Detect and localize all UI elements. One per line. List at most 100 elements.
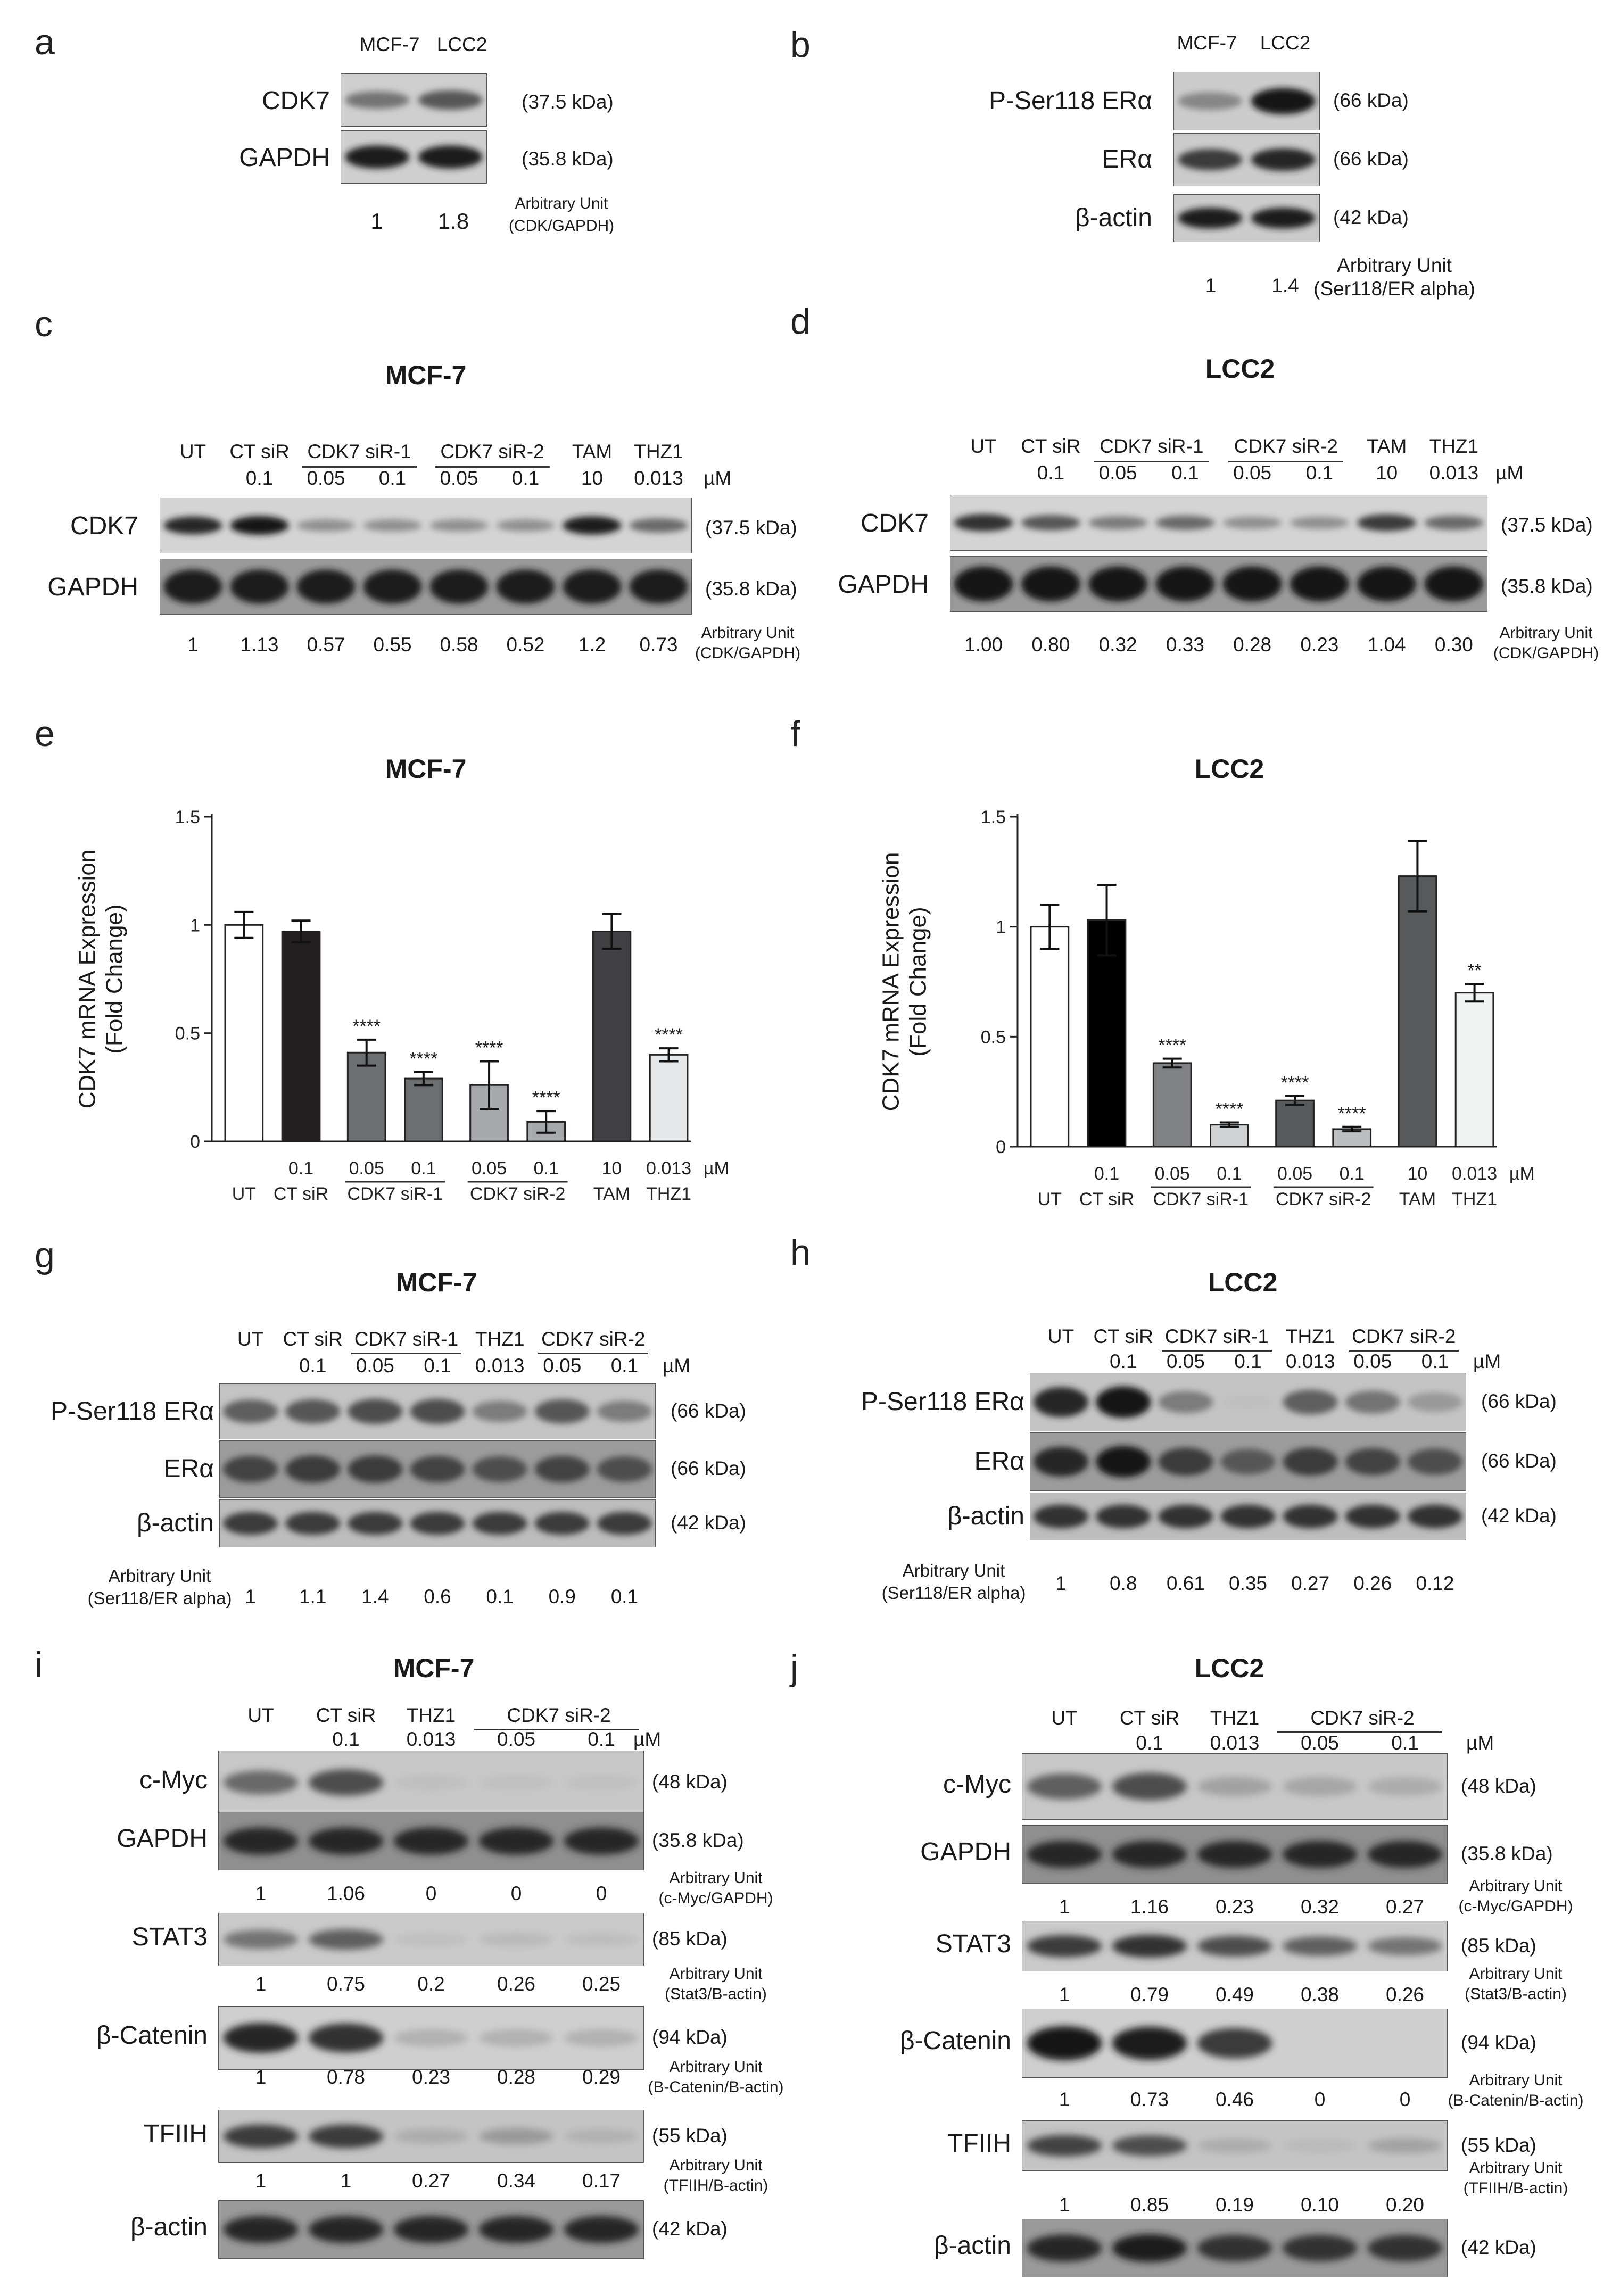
pj-val-4-0: 1 [1059, 2194, 1070, 2216]
pc-head-3: CDK7 siR-2 [440, 441, 544, 462]
pg-label-0: P-Ser118 ERα [51, 1397, 214, 1425]
pe-group-3: CDK7 siR-2 [470, 1184, 565, 1204]
pc-blot-0-band-6 [496, 519, 555, 532]
pc-head-2: CDK7 siR-1 [307, 441, 411, 462]
ph-conc-1: 0.05 [1166, 1350, 1205, 1372]
pg-blot-2-band-1 [223, 1512, 278, 1535]
pa-blot-1-band-2 [418, 145, 483, 169]
pj-conc-3: 0.1 [1391, 1732, 1419, 1754]
pi-kda-2: (85 kDa) [652, 1928, 728, 1950]
pg-blot-2-band-5 [472, 1512, 527, 1535]
pf-bar-5 [1332, 1128, 1372, 1148]
pg-head-2: CDK7 siR-1 [354, 1328, 459, 1350]
pd-um: µM [1495, 462, 1524, 484]
pi-blot-2 [218, 1913, 644, 1966]
ph-au-0: Arbitrary Unit [902, 1561, 1005, 1580]
pe-conc-5: 10 [602, 1158, 622, 1179]
pe-group-4: TAM [593, 1184, 630, 1204]
pi-label-1: GAPDH [117, 1825, 208, 1853]
pd-head-2: CDK7 siR-1 [1100, 435, 1204, 457]
pd-head-5: THZ1 [1429, 435, 1479, 457]
pf-conc-5: 10 [1408, 1164, 1428, 1184]
pf-bar-7 [1454, 992, 1494, 1148]
ph-blot-1-band-4 [1220, 1448, 1276, 1475]
pj-conc-1: 0.013 [1210, 1732, 1260, 1754]
pf-group-5: THZ1 [1452, 1189, 1497, 1209]
pi-kda-1: (35.8 kDa) [652, 1829, 744, 1851]
pj-val-0-2: 0.23 [1215, 1896, 1254, 1918]
ph-val-0: 1 [1055, 1572, 1067, 1594]
pi-label-2: STAT3 [131, 1923, 208, 1951]
pa-blot-0-band-2 [418, 90, 483, 110]
pf-ytick-label-0: 0 [996, 1137, 1006, 1157]
pi-rule [474, 1729, 639, 1730]
panel-letter-g: g [35, 1235, 55, 1275]
pa-label-0: CDK7 [261, 87, 330, 115]
pc-rule-2 [435, 466, 550, 468]
pf-um: µM [1509, 1164, 1535, 1184]
pe-stars-2: **** [352, 1016, 381, 1037]
pe-bar-6 [592, 931, 632, 1142]
pd-blot-0-band-4 [1155, 516, 1215, 530]
pi-blot-3-band-3 [393, 2029, 469, 2047]
pj-blot-2-band-2 [1112, 1934, 1187, 1958]
pi-blot-1-band-3 [393, 1827, 469, 1855]
pi-au-3-0: Arbitrary Unit [669, 2058, 763, 2076]
pd-val-0: 1.00 [964, 634, 1003, 656]
pg-conc-4: 0.05 [543, 1355, 582, 1377]
pc-conc-0: 0.1 [245, 467, 274, 489]
pd-blot-1-band-7 [1357, 566, 1417, 602]
pc-label-1: GAPDH [47, 573, 138, 601]
pc-blot-0-band-8 [629, 518, 688, 533]
pj-val-3-0: 1 [1059, 2088, 1070, 2110]
pj-val-2-1: 0.79 [1130, 1984, 1169, 2005]
pe-chart: 0 0.5 1 1.5 **** **** **** **** **** 0.1 0.05 0.1 0.… [175, 807, 729, 1204]
pg-blot-2-band-3 [348, 1512, 403, 1535]
pj-au-2-0: Arbitrary Unit [1469, 1965, 1563, 1983]
pd-blot-0-band-6 [1290, 517, 1349, 529]
pj-val-3-2: 0.46 [1215, 2088, 1254, 2110]
pg-blot-0-band-2 [285, 1399, 341, 1424]
pd-blot-1-band-4 [1155, 566, 1215, 602]
pe-bar-1 [281, 931, 321, 1142]
pj-val-0-3: 0.32 [1300, 1896, 1340, 1918]
pc-val-4: 0.58 [440, 634, 478, 656]
pi-kda-3: (94 kDa) [652, 2026, 728, 2048]
pj-title: LCC2 [1194, 1653, 1264, 1683]
pe-ytick-label-2: 1 [190, 915, 200, 935]
pi-blot-5-band-1 [223, 2216, 299, 2243]
pj-au-3-1: (B-Catenin/B-actin) [1448, 2092, 1584, 2109]
pj-au-4-1: (TFIIH/B-actin) [1463, 2179, 1568, 2197]
pj-head-3: CDK7 siR-2 [1310, 1707, 1415, 1729]
pc-val-3: 0.55 [373, 634, 412, 656]
pj-kda-3: (94 kDa) [1461, 2032, 1536, 2053]
pj-blot-2-band-4 [1282, 1936, 1358, 1956]
pi-head-2: THZ1 [406, 1704, 456, 1726]
ph-blot-0-band-3 [1158, 1391, 1213, 1413]
pd-conc-3: 0.05 [1233, 462, 1272, 484]
pc-rule-1 [302, 466, 417, 468]
panel-letter-j: j [790, 1647, 799, 1688]
pf-stars-4: **** [1281, 1073, 1309, 1093]
ph-blot-0-band-4 [1220, 1394, 1276, 1411]
pf-bar-0 [1030, 926, 1070, 1148]
pj-blot-2-band-1 [1027, 1935, 1102, 1958]
ph-blot-1-band-7 [1407, 1448, 1462, 1475]
pj-label-1: GAPDH [920, 1838, 1011, 1866]
pb-au-1: (Ser118/ER alpha) [1313, 278, 1475, 300]
pb-blot-1-band-2 [1251, 148, 1316, 171]
pg-au-1: (Ser118/ER alpha) [87, 1588, 232, 1608]
pg-head-1: CT siR [283, 1328, 343, 1350]
pj-blot-0-band-1 [1027, 1773, 1102, 1800]
pj-kda-2: (85 kDa) [1461, 1934, 1536, 1957]
pd-head-0: UT [970, 435, 997, 457]
pc-head-5: THZ1 [634, 441, 683, 462]
pj-kda-5: (42 kDa) [1461, 2236, 1536, 2258]
pd-head-3: CDK7 siR-2 [1234, 435, 1338, 457]
pg-label-2: β-actin [137, 1509, 214, 1537]
pj-val-2-4: 0.26 [1385, 1984, 1425, 2005]
pf-group-3: CDK7 siR-2 [1276, 1189, 1371, 1209]
pg-val-5: 0.9 [548, 1586, 576, 1607]
pg-blot-1-band-3 [348, 1455, 403, 1483]
